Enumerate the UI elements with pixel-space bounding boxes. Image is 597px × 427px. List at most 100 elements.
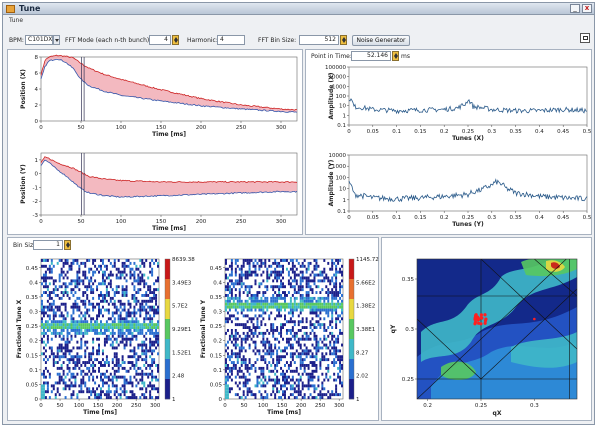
heatmap-cell [270, 285, 273, 289]
heatmap-cell [289, 302, 292, 306]
heatmap-cell [125, 273, 128, 277]
heatmap-cell [339, 296, 342, 300]
heatmap-cell [109, 299, 112, 303]
fft-bin-spinner-icon[interactable] [340, 35, 347, 45]
heatmap-cell [149, 296, 152, 300]
heatmap-cell [141, 305, 144, 309]
heatmap-cell [299, 346, 302, 350]
heatmap-cell [270, 349, 273, 353]
amplitude-x-chart[interactable]: 0 0.05 0.1 0.15 0.2 0.25 0.3 0.35 0.4 0.45 0.50.11… [305, 61, 592, 147]
heatmap-cell [252, 326, 255, 329]
heatmap-cell [123, 326, 126, 329]
minimize-button[interactable]: _ [570, 4, 580, 13]
heatmap-cell [145, 372, 148, 376]
heatmap-cell [109, 343, 112, 347]
heatmap-cell [119, 305, 122, 309]
heatmap-cell [84, 320, 87, 324]
heatmap-cell [48, 305, 51, 309]
heatmap-cell [129, 343, 132, 347]
heatmap-cell [92, 305, 95, 309]
heatmap-cell [117, 317, 120, 321]
heatmap-cell [129, 331, 132, 335]
detach-icon[interactable] [580, 33, 590, 43]
title-bar[interactable]: Tune _ x [3, 3, 594, 15]
heatmap-cell [258, 331, 261, 335]
heatmap-cell [141, 369, 144, 373]
point-in-time-field[interactable]: 52.146 [351, 51, 391, 61]
heatmap-cell [78, 361, 81, 364]
heatmap-cell [41, 308, 43, 312]
heatmap-cell [315, 346, 318, 350]
heatmap-cell [109, 323, 112, 327]
close-button[interactable]: x [582, 4, 592, 13]
bpm-dropdown-icon[interactable] [53, 35, 60, 45]
heatmap-cell [62, 261, 65, 265]
fft-mode-spinner-icon[interactable] [172, 35, 179, 45]
heatmap-cell [149, 337, 152, 341]
heatmap-cell [250, 273, 253, 277]
heatmap-cell [276, 305, 279, 309]
heatmap-cell [121, 334, 124, 338]
bin-size-field[interactable]: 1 [33, 240, 63, 250]
heatmap-cell [157, 378, 159, 382]
heatmap-cell [100, 378, 102, 382]
y-tick-label: 1 [343, 198, 347, 204]
heatmap-cell [48, 291, 51, 294]
heatmap-cell [307, 334, 310, 338]
heatmap-cell [341, 358, 343, 362]
bin-size-spinner-icon[interactable] [64, 240, 71, 250]
heatmap-cell [226, 299, 229, 303]
heatmap-cell [307, 296, 310, 300]
heatmap-cell [297, 273, 300, 277]
heatmap-cell [88, 378, 91, 382]
noise-generator-button[interactable]: Noise Generator [352, 35, 410, 46]
heatmap-cell [242, 291, 245, 294]
heatmap-cell [285, 352, 288, 356]
fractional-tune-y-heatmap[interactable]: 0 50 100 150 200 250 30000.050.10.150.20.250.3… [193, 251, 379, 421]
heatmap-cell [100, 375, 102, 379]
fractional-tune-x-heatmap[interactable]: 0 50 100 150 200 250 30000.050.10.150.20.250.3… [7, 251, 195, 421]
y-axis-label: qY [390, 324, 397, 333]
bpm-select[interactable]: C101DX [25, 35, 53, 45]
heatmap-cell [84, 285, 87, 289]
point-in-time-unit: ms [401, 53, 410, 60]
heatmap-cell [78, 320, 81, 324]
heatmap-cell [121, 329, 124, 332]
heatmap-cell [105, 361, 108, 364]
heatmap-cell [228, 291, 231, 294]
point-in-time-spinner-icon[interactable] [392, 51, 399, 61]
heatmap-cell [254, 343, 257, 347]
heatmap-cell [297, 381, 300, 385]
heatmap-cell [285, 267, 288, 271]
heatmap-cell [230, 361, 233, 364]
heatmap-cell [100, 372, 102, 376]
fft-mode-field[interactable]: 4 [149, 35, 171, 45]
heatmap-cell [86, 361, 89, 364]
heatmap-cell [307, 264, 310, 268]
harmonic-field[interactable]: 4 [217, 35, 245, 45]
heatmap-cell [60, 346, 63, 350]
heatmap-cell [82, 302, 85, 306]
heatmap-cell [113, 337, 116, 341]
heatmap-cell [96, 320, 99, 324]
heatmap-cell [325, 393, 328, 397]
fft-bin-field[interactable]: 512 [299, 35, 339, 45]
heatmap-cell [234, 375, 237, 379]
heatmap-cell [284, 259, 286, 262]
heatmap-cell [62, 381, 65, 385]
heatmap-cell [62, 276, 65, 280]
heatmap-cell [96, 352, 99, 356]
heatmap-cell [339, 282, 342, 286]
heatmap-cell [311, 308, 314, 312]
amplitude-y-chart[interactable]: 0 0.05 0.1 0.15 0.2 0.25 0.3 0.35 0.4 0.45 0.50.11… [305, 147, 592, 235]
heatmap-cell [105, 369, 108, 373]
heatmap-cell [66, 384, 69, 388]
heatmap-cell [262, 279, 265, 283]
heatmap-cell [260, 358, 263, 362]
heatmap-cell [256, 384, 259, 388]
heatmap-cell [127, 299, 130, 303]
heatmap-cell [98, 366, 100, 370]
